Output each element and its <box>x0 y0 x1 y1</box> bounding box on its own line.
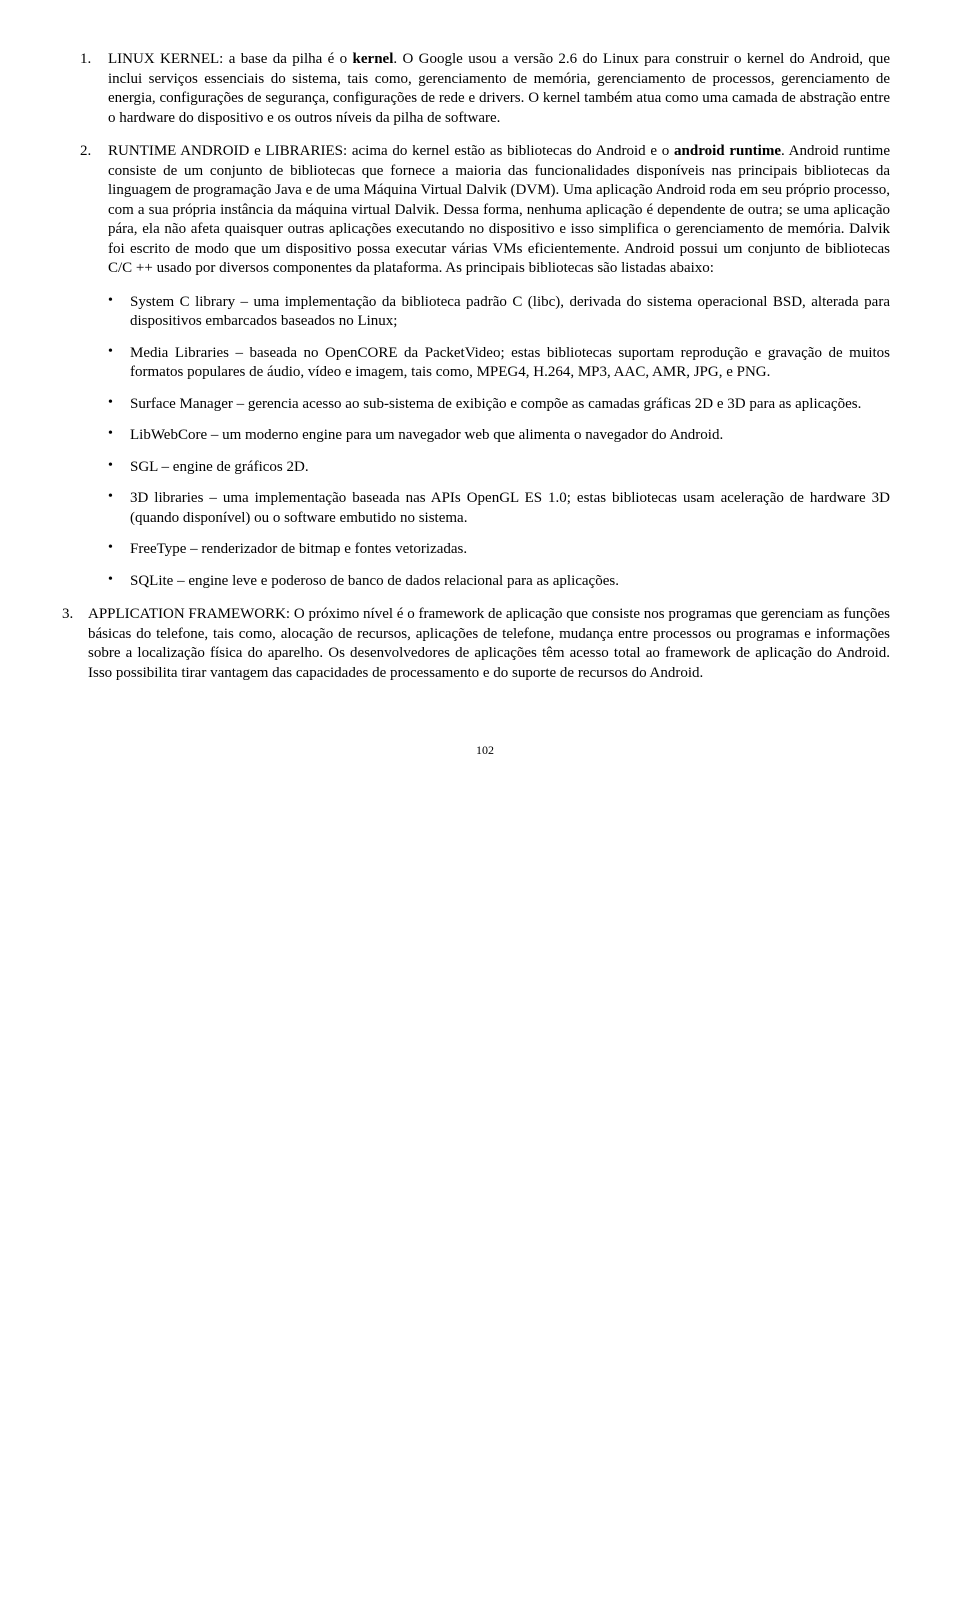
bullet-dot: • <box>108 489 130 528</box>
bullet-text: 3D libraries – uma implementação baseada… <box>130 489 890 528</box>
item-number: 3. <box>62 605 88 683</box>
item-number: 1. <box>80 50 108 128</box>
bullet-dot: • <box>108 540 130 560</box>
bullet-item: • Surface Manager – gerencia acesso ao s… <box>108 395 890 415</box>
list-item-1: 1. LINUX KERNEL: a base da pilha é o ker… <box>80 50 890 128</box>
bullet-text: System C library – uma implementação da … <box>130 293 890 332</box>
bullet-dot: • <box>108 572 130 592</box>
item-body: LINUX KERNEL: a base da pilha é o kernel… <box>108 50 890 128</box>
item-body: APPLICATION FRAMEWORK: O próximo nível é… <box>88 605 890 683</box>
bullet-text: Media Libraries – baseada no OpenCORE da… <box>130 344 890 383</box>
bullet-item: • SQLite – engine leve e poderoso de ban… <box>108 572 890 592</box>
bullet-dot: • <box>108 458 130 478</box>
bullet-item: • SGL – engine de gráficos 2D. <box>108 458 890 478</box>
bullet-item: • FreeType – renderizador de bitmap e fo… <box>108 540 890 560</box>
bullet-dot: • <box>108 344 130 383</box>
bullet-list: • System C library – uma implementação d… <box>108 293 890 592</box>
bullet-item: • 3D libraries – uma implementação basea… <box>108 489 890 528</box>
list-item-3: 3. APPLICATION FRAMEWORK: O próximo níve… <box>62 605 890 683</box>
bullet-dot: • <box>108 426 130 446</box>
bullet-dot: • <box>108 293 130 332</box>
bullet-text: FreeType – renderizador de bitmap e font… <box>130 540 890 560</box>
bullet-item: • LibWebCore – um moderno engine para um… <box>108 426 890 446</box>
bullet-text: SGL – engine de gráficos 2D. <box>130 458 890 478</box>
list-item-2: 2. RUNTIME ANDROID e LIBRARIES: acima do… <box>80 142 890 279</box>
bullet-text: LibWebCore – um moderno engine para um n… <box>130 426 890 446</box>
item-number: 2. <box>80 142 108 279</box>
bullet-item: • Media Libraries – baseada no OpenCORE … <box>108 344 890 383</box>
bullet-item: • System C library – uma implementação d… <box>108 293 890 332</box>
item-body: RUNTIME ANDROID e LIBRARIES: acima do ke… <box>108 142 890 279</box>
bullet-text: Surface Manager – gerencia acesso ao sub… <box>130 395 890 415</box>
bullet-dot: • <box>108 395 130 415</box>
bullet-text: SQLite – engine leve e poderoso de banco… <box>130 572 890 592</box>
page-number: 102 <box>80 743 890 759</box>
